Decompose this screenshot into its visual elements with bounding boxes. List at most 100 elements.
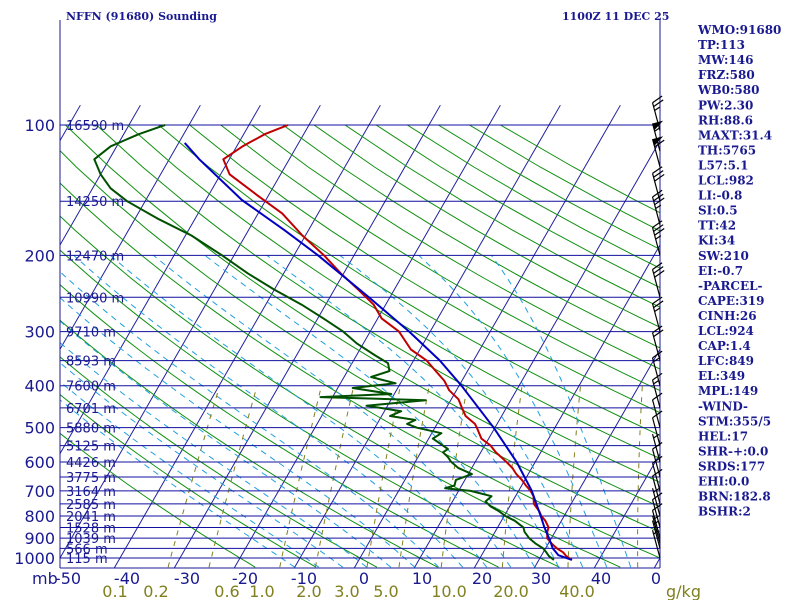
moist-adiabat-line bbox=[109, 254, 488, 568]
mixing-ratio-line bbox=[501, 385, 523, 568]
wind-barb-full bbox=[652, 468, 663, 477]
mixing-ratio-tick-label: 5.0 bbox=[373, 582, 398, 600]
wind-barb-staff bbox=[651, 530, 661, 559]
isotherm-line bbox=[233, 104, 501, 568]
dry-adiabat-line bbox=[60, 356, 378, 568]
wind-barb bbox=[651, 220, 665, 256]
height-label: 9710 m bbox=[66, 326, 116, 341]
pressure-tick-label: 800 bbox=[24, 507, 55, 526]
wind-barb-full bbox=[652, 410, 663, 419]
wind-barb-staff bbox=[651, 357, 661, 386]
index-line: STM:355/5 bbox=[698, 414, 771, 428]
moist-adiabat-line bbox=[60, 381, 320, 568]
wind-barb-half bbox=[653, 379, 660, 385]
index-line: WMO:91680 bbox=[697, 23, 781, 37]
index-line: L57:5.1 bbox=[698, 158, 748, 172]
wind-barb-staff bbox=[651, 303, 661, 332]
wind-barb bbox=[651, 166, 665, 202]
temperature-tick-label: 30 bbox=[531, 569, 551, 588]
mixing-ratio-tick-label: 0.2 bbox=[143, 582, 168, 600]
pressure-tick-label: 600 bbox=[24, 453, 55, 472]
wind-barb bbox=[651, 455, 663, 492]
index-line: SW:210 bbox=[698, 249, 749, 263]
wind-barb-staff bbox=[651, 227, 661, 256]
mixing-ratio-axis: 0.1 0.2 0.6 1.0 2.0 3.0 5.0 10.0 20.0 40.0 bbox=[102, 582, 595, 600]
mixing-ratio-line bbox=[398, 385, 430, 568]
wind-barb-full bbox=[653, 170, 664, 178]
index-line: TH:5765 bbox=[698, 143, 756, 157]
mixing-ratio-tick-label: 40.0 bbox=[559, 582, 595, 600]
mixing-ratio-tick-label: 0.1 bbox=[102, 582, 127, 600]
wind-barb-staff bbox=[651, 520, 661, 549]
wind-barb-staff bbox=[651, 515, 661, 544]
height-label: 2041 m bbox=[66, 510, 116, 525]
isotherm-line bbox=[413, 139, 660, 568]
index-line: FRZ:580 bbox=[698, 68, 755, 82]
dry-adiabat-line bbox=[189, 124, 660, 414]
wind-barb-staff bbox=[651, 433, 661, 463]
dry-adiabat-line bbox=[60, 215, 621, 568]
mixing-ratio-unit-label: g/kg bbox=[666, 582, 701, 600]
mixing-ratio-tick-label: 10.0 bbox=[431, 582, 467, 600]
wind-barb bbox=[651, 433, 661, 463]
wind-barb-full bbox=[652, 262, 663, 270]
index-line: TP:113 bbox=[698, 38, 745, 52]
temperature-tick-label: 0 bbox=[359, 569, 369, 588]
moist-adiabat-line bbox=[60, 399, 295, 568]
moist-adiabat-line bbox=[60, 320, 392, 568]
wind-barb-full bbox=[654, 228, 665, 236]
pressure-tick-label: 1000 bbox=[14, 549, 55, 568]
mixing-ratio-line bbox=[440, 385, 468, 568]
wind-barb bbox=[651, 410, 663, 446]
index-line: SRDS:177 bbox=[698, 459, 765, 473]
mixing-ratio-line bbox=[366, 385, 401, 568]
index-line: BRN:182.8 bbox=[698, 490, 771, 504]
wind-barb-staff bbox=[651, 475, 661, 505]
background-grid bbox=[60, 104, 660, 568]
parcel-profile-line bbox=[183, 142, 573, 561]
wind-barb-half bbox=[655, 235, 662, 240]
wind-barb-full bbox=[653, 266, 664, 274]
temperature-tick-label: -30 bbox=[174, 569, 200, 588]
height-label: 1039 m bbox=[66, 532, 116, 547]
moist-adiabat-line bbox=[153, 254, 512, 568]
index-line: RH:88.6 bbox=[698, 113, 753, 127]
mixing-ratio-tick-label: 3.0 bbox=[334, 582, 359, 600]
wind-barb-staff bbox=[651, 449, 661, 478]
height-label: 5125 m bbox=[66, 440, 116, 455]
dry-adiabat-line bbox=[282, 124, 660, 349]
index-line: -PARCEL- bbox=[698, 279, 763, 293]
dry-adiabat-line bbox=[344, 124, 660, 308]
isotherm-line bbox=[293, 104, 561, 568]
index-line: LI:-0.8 bbox=[698, 189, 742, 203]
index-line: KI:34 bbox=[698, 234, 735, 248]
wind-barb-full bbox=[652, 441, 663, 450]
index-line: SHR-+:0.0 bbox=[698, 444, 768, 458]
wind-barb-staff bbox=[651, 399, 661, 428]
temperature-tick-label: -20 bbox=[232, 569, 258, 588]
stability-indices: WMO:91680TP:113MW:146FRZ:580WB0:580PW:2.… bbox=[697, 23, 781, 519]
mixing-ratio-line bbox=[637, 385, 643, 568]
wind-barb bbox=[651, 468, 663, 505]
temperature-tick-label: -40 bbox=[114, 569, 140, 588]
pressure-tick-label: 900 bbox=[24, 529, 55, 548]
wind-barb-staff bbox=[651, 488, 661, 517]
dry-adiabat-line bbox=[60, 393, 317, 568]
height-label: 14250 m bbox=[66, 195, 124, 210]
index-line: MAXT:31.4 bbox=[698, 128, 772, 142]
height-label: 6701 m bbox=[66, 402, 116, 417]
wind-barb-staff bbox=[651, 196, 661, 225]
isotherm-line bbox=[113, 104, 381, 568]
index-line: CAP:1.4 bbox=[698, 339, 751, 353]
index-line: HEL:17 bbox=[698, 429, 748, 443]
pressure-tick-label: 300 bbox=[24, 323, 55, 342]
dry-adiabat-line bbox=[60, 284, 499, 568]
wind-barb bbox=[651, 350, 663, 386]
height-label: 3164 m bbox=[66, 485, 116, 500]
mixing-ratio-tick-label: 20.0 bbox=[493, 582, 529, 600]
dry-adiabat-line bbox=[127, 124, 660, 460]
height-label: 12470 m bbox=[66, 249, 124, 264]
wind-barb-half bbox=[654, 307, 661, 313]
height-label: 16590 m bbox=[66, 119, 124, 134]
